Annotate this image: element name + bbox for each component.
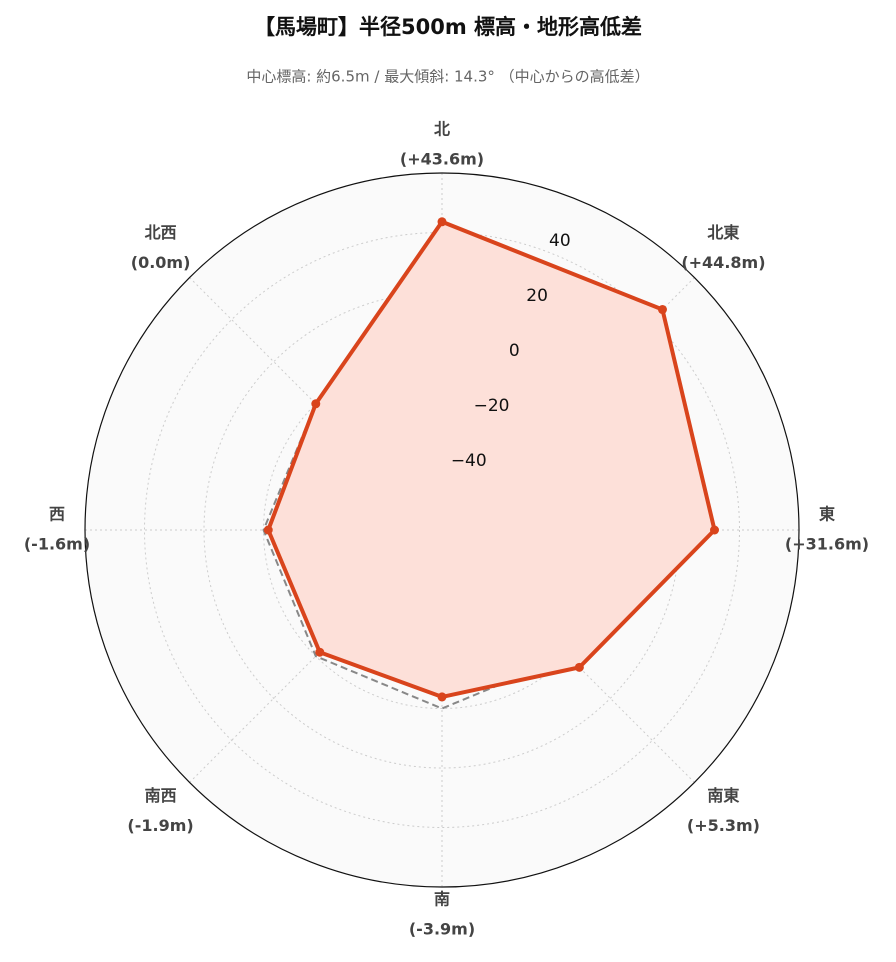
r-tick-label: 20 — [526, 286, 548, 306]
data-point — [574, 662, 584, 672]
value-label: (0.0m) — [131, 253, 191, 272]
data-point — [437, 692, 447, 702]
value-label: (+44.8m) — [681, 253, 765, 272]
value-label: (+31.6m) — [785, 535, 869, 554]
data-point — [311, 399, 321, 409]
data-point — [710, 525, 720, 535]
value-label: (-1.6m) — [24, 535, 90, 554]
category-label: 北 — [434, 120, 450, 139]
category-label: 南東 — [707, 786, 739, 805]
category-label: 北西 — [145, 223, 177, 242]
value-label: (-3.9m) — [409, 920, 475, 939]
data-point — [263, 525, 273, 535]
category-label: 南西 — [145, 786, 177, 805]
r-tick-label: −40 — [451, 451, 487, 471]
data-point — [437, 217, 447, 227]
data-point — [657, 305, 667, 315]
r-tick-label: 40 — [549, 231, 571, 251]
value-label: (+43.6m) — [400, 150, 484, 169]
category-label: 西 — [49, 505, 65, 524]
data-point — [315, 647, 325, 657]
chart-title: 【馬場町】半径500m 標高・地形高低差 — [254, 15, 642, 39]
value-label: (+5.3m) — [687, 816, 760, 835]
r-tick-label: −20 — [474, 396, 510, 416]
value-label: (-1.9m) — [127, 816, 193, 835]
category-label: 南 — [434, 890, 450, 909]
chart-subtitle: 中心標高: 約6.5m / 最大傾斜: 14.3° （中心からの高低差） — [246, 68, 649, 86]
category-label: 北東 — [707, 223, 739, 242]
r-tick-label: 0 — [509, 341, 520, 361]
outer-circle — [84, 172, 800, 888]
category-label: 東 — [819, 505, 835, 524]
